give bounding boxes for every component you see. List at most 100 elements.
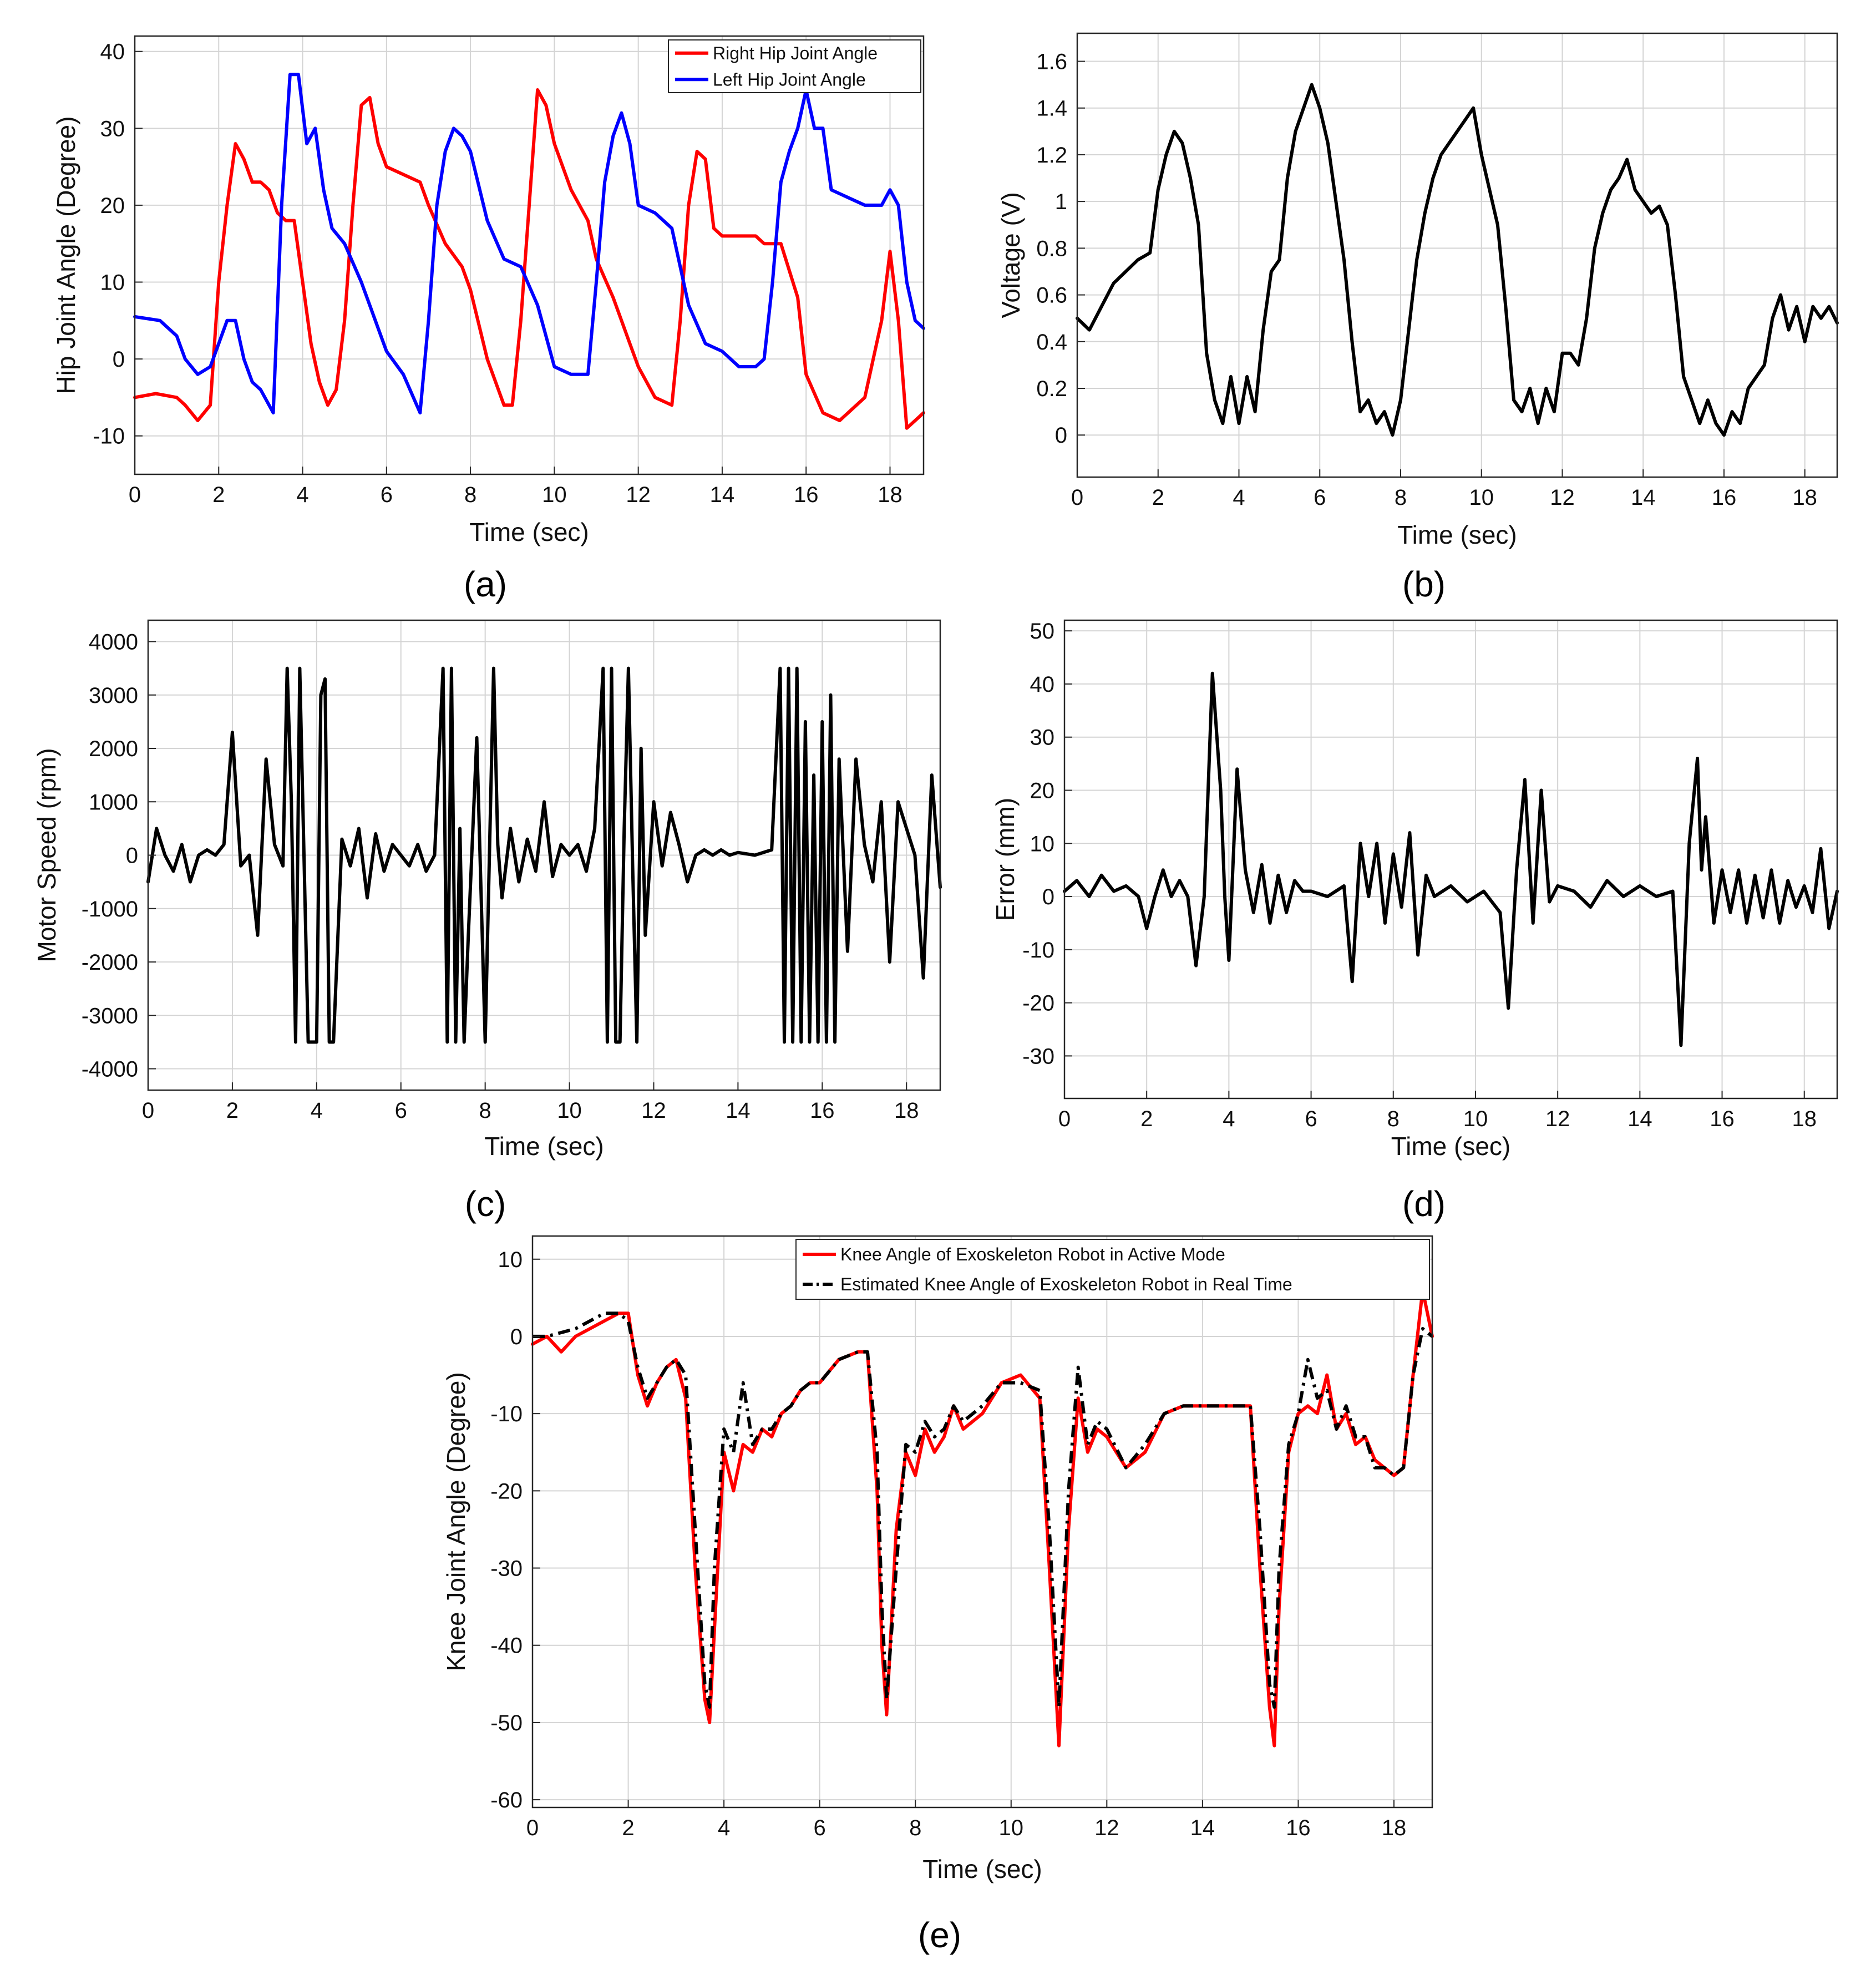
y-tick-label: -3000 bbox=[82, 1004, 138, 1028]
y-tick-label: -20 bbox=[490, 1479, 523, 1503]
x-tick-label: 6 bbox=[1305, 1107, 1317, 1131]
legend-label: Left Hip Joint Angle bbox=[713, 69, 866, 89]
y-tick-label: 40 bbox=[1030, 672, 1055, 697]
y-tick-label: 1.2 bbox=[1036, 143, 1067, 168]
x-tick-label: 2 bbox=[226, 1098, 239, 1123]
x-tick-label: 0 bbox=[1071, 485, 1083, 510]
x-tick-label: 10 bbox=[1469, 485, 1494, 510]
x-tick-label: 8 bbox=[909, 1816, 921, 1840]
y-tick-label: 1.4 bbox=[1036, 97, 1067, 121]
axes-box bbox=[531, 1235, 1433, 1809]
y-tick-label: -2000 bbox=[82, 950, 138, 975]
x-tick-label: 6 bbox=[395, 1098, 407, 1123]
x-tick-label: 4 bbox=[1223, 1107, 1235, 1131]
x-tick-label: 8 bbox=[1387, 1107, 1400, 1131]
y-tick-label: -30 bbox=[1022, 1044, 1054, 1068]
x-tick-label: 2 bbox=[622, 1816, 634, 1840]
y-tick-label: 0.6 bbox=[1036, 283, 1067, 308]
x-tick-label: 18 bbox=[1382, 1816, 1407, 1840]
x-tick-label: 4 bbox=[311, 1098, 323, 1123]
panel-label-a: (a) bbox=[464, 564, 507, 604]
x-tick-label: 12 bbox=[641, 1098, 666, 1123]
plot-area bbox=[135, 36, 924, 474]
x-tick-label: 8 bbox=[464, 483, 476, 507]
legend: Knee Angle of Exoskeleton Robot in Activ… bbox=[795, 1239, 1430, 1300]
legend-label: Knee Angle of Exoskeleton Robot in Activ… bbox=[840, 1244, 1225, 1264]
y-tick-label: -30 bbox=[490, 1557, 523, 1581]
series-line-knee-angle-of-exoskeleton-robot-in-active-mode bbox=[531, 1288, 1434, 1748]
x-tick-label: 10 bbox=[542, 483, 567, 507]
x-tick-label: 0 bbox=[129, 483, 141, 507]
x-tick-label: 12 bbox=[1545, 1107, 1570, 1131]
x-tick-label: 18 bbox=[878, 483, 902, 507]
x-tick-label: 8 bbox=[479, 1098, 491, 1123]
legend-label: Estimated Knee Angle of Exoskeleton Robo… bbox=[840, 1274, 1292, 1294]
y-tick-label: 30 bbox=[100, 117, 125, 141]
x-tick-label: 2 bbox=[212, 483, 225, 507]
y-tick-label: 1000 bbox=[89, 790, 138, 814]
axes-box bbox=[1076, 32, 1838, 478]
x-tick-label: 6 bbox=[1314, 485, 1326, 510]
y-tick-label: 20 bbox=[100, 194, 125, 218]
x-axis-label: Time (sec) bbox=[469, 518, 589, 546]
legend-box bbox=[668, 39, 921, 93]
y-tick-label: 0 bbox=[1042, 885, 1054, 909]
x-axis-label: Time (sec) bbox=[1397, 520, 1517, 549]
y-tick-label: 40 bbox=[100, 40, 125, 64]
x-tick-label: 4 bbox=[1233, 485, 1245, 510]
y-tick-label: -60 bbox=[490, 1788, 523, 1812]
x-tick-label: 12 bbox=[1094, 1816, 1119, 1840]
y-axis-label: Error (mm) bbox=[991, 798, 1020, 921]
y-tick-label: 0.2 bbox=[1036, 377, 1067, 401]
x-tick-label: 6 bbox=[381, 483, 393, 507]
panel-label-b: (b) bbox=[1402, 564, 1446, 604]
panel-label-c: (c) bbox=[465, 1184, 506, 1224]
x-tick-label: 4 bbox=[718, 1816, 730, 1840]
x-tick-label: 2 bbox=[1152, 485, 1164, 510]
y-tick-label: -4000 bbox=[82, 1057, 138, 1082]
plot-area bbox=[1064, 620, 1837, 1098]
legend: Right Hip Joint Angle Left Hip Joint Angl… bbox=[668, 39, 921, 93]
series-line-left-hip-joint-angle bbox=[133, 73, 925, 415]
panel-label-d: (d) bbox=[1402, 1184, 1446, 1224]
y-tick-label: 0.8 bbox=[1036, 236, 1067, 261]
x-tick-label: 12 bbox=[1550, 485, 1575, 510]
x-tick-label: 10 bbox=[1463, 1107, 1488, 1131]
y-tick-label: -10 bbox=[93, 424, 125, 449]
x-tick-label: 6 bbox=[814, 1816, 826, 1840]
series-line-c-0 bbox=[146, 666, 942, 1044]
x-tick-label: 16 bbox=[1712, 485, 1737, 510]
x-tick-label: 18 bbox=[894, 1098, 919, 1123]
x-tick-label: 0 bbox=[142, 1098, 154, 1123]
x-tick-label: 14 bbox=[710, 483, 735, 507]
y-tick-label: 4000 bbox=[89, 630, 138, 655]
y-tick-label: 0 bbox=[510, 1325, 523, 1349]
y-axis-label: Voltage (V) bbox=[996, 192, 1025, 318]
y-tick-label: 2000 bbox=[89, 737, 138, 761]
x-tick-label: 8 bbox=[1395, 485, 1407, 510]
chart-b-voltage: 0 2 4 6 8 10 12 14 16 18 0 0.2 0.4 0.6 0.8 1 1.2 1.4 1.6 Ti… bbox=[996, 32, 1839, 549]
x-tick-label: 16 bbox=[810, 1098, 835, 1123]
y-tick-label: 3000 bbox=[89, 683, 138, 708]
x-tick-label: 16 bbox=[1286, 1816, 1311, 1840]
x-tick-label: 14 bbox=[1631, 485, 1656, 510]
y-tick-label: 10 bbox=[498, 1248, 523, 1272]
y-tick-label: -10 bbox=[490, 1402, 523, 1426]
y-tick-label: -1000 bbox=[82, 897, 138, 921]
x-axis-label: Time (sec) bbox=[484, 1132, 604, 1161]
y-tick-label: 0 bbox=[1055, 423, 1067, 448]
x-tick-label: 18 bbox=[1792, 485, 1817, 510]
chart-e-knee-joint-angle: 0 2 4 6 8 10 12 14 16 18 -60 -50 -40 -30 -20 -10 0 10 Time… bbox=[442, 1235, 1434, 1883]
x-tick-label: 14 bbox=[1627, 1107, 1652, 1131]
y-tick-label: 10 bbox=[100, 271, 125, 295]
y-tick-label: 20 bbox=[1030, 778, 1055, 803]
x-tick-label: 0 bbox=[526, 1816, 539, 1840]
series-line-b-0 bbox=[1076, 83, 1839, 437]
axes-box bbox=[134, 35, 925, 475]
x-tick-label: 12 bbox=[626, 483, 651, 507]
chart-c-motor-speed: 0 2 4 6 8 10 12 14 16 18 -4000 -3000 -2000 -1000 0 1000… bbox=[32, 619, 942, 1161]
x-tick-label: 16 bbox=[794, 483, 819, 507]
y-tick-label: 0.4 bbox=[1036, 330, 1067, 354]
x-tick-label: 2 bbox=[1140, 1107, 1153, 1131]
